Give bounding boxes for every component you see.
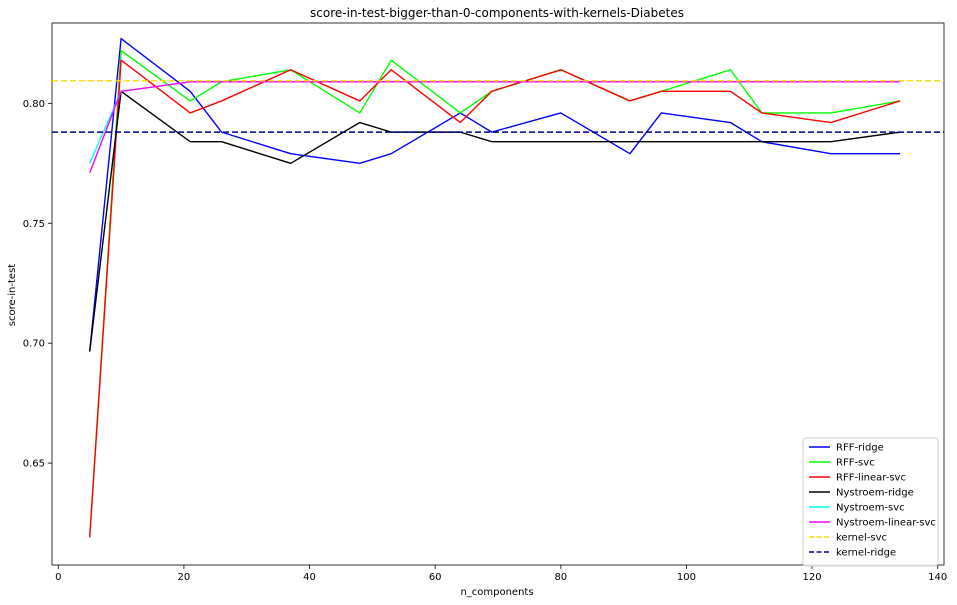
chart-title: score-in-test-bigger-than-0-components-w… xyxy=(310,6,684,20)
x-tick-label: 0 xyxy=(55,572,61,583)
x-tick-label: 40 xyxy=(303,572,316,583)
legend-box xyxy=(802,437,939,567)
legend-label-nystroem-ridge: Nystroem-ridge xyxy=(836,488,914,499)
x-tick-label: 120 xyxy=(803,572,822,583)
legend-label-rff-ridge: RFF-ridge xyxy=(836,443,884,454)
x-axis-label: n_components xyxy=(460,587,533,598)
x-tick-label: 140 xyxy=(928,572,947,583)
legend-label-rff-svc: RFF-svc xyxy=(836,458,875,469)
y-tick-label: 0.80 xyxy=(23,99,45,110)
y-tick-label: 0.75 xyxy=(23,219,45,230)
y-tick-label: 0.65 xyxy=(23,459,45,470)
axes-frame xyxy=(51,22,945,566)
legend-label-kernel-svc: kernel-svc xyxy=(836,533,887,544)
legend: RFF-ridge RFF-svc RFF-linear-svc Nystroem-r… xyxy=(802,437,939,567)
y-tick-label: 0.70 xyxy=(23,339,45,350)
x-tick-label: 60 xyxy=(429,572,442,583)
series-line-rff-svc xyxy=(88,49,901,538)
legend-label-rff-linear-svc: RFF-linear-svc xyxy=(836,473,906,484)
series-line-rff-linear-svc xyxy=(88,59,901,538)
plot-area: 0 20 40 60 80 100 120 140 0.65 0.70 0.75 0.80 xyxy=(23,22,947,583)
legend-label-nystroem-linear-svc: Nystroem-linear-svc xyxy=(836,518,936,529)
x-tick-label: 20 xyxy=(178,572,191,583)
series-line-nystroem-linear-svc xyxy=(89,81,901,174)
x-tick-label: 100 xyxy=(677,572,696,583)
y-axis-label: score-in-test xyxy=(7,264,18,326)
series-group xyxy=(52,37,944,538)
legend-label-kernel-ridge: kernel-ridge xyxy=(836,548,896,559)
x-tick-label: 80 xyxy=(554,572,567,583)
series-line-nystroem-ridge xyxy=(88,90,901,352)
legend-label-nystroem-svc: Nystroem-svc xyxy=(836,503,905,514)
